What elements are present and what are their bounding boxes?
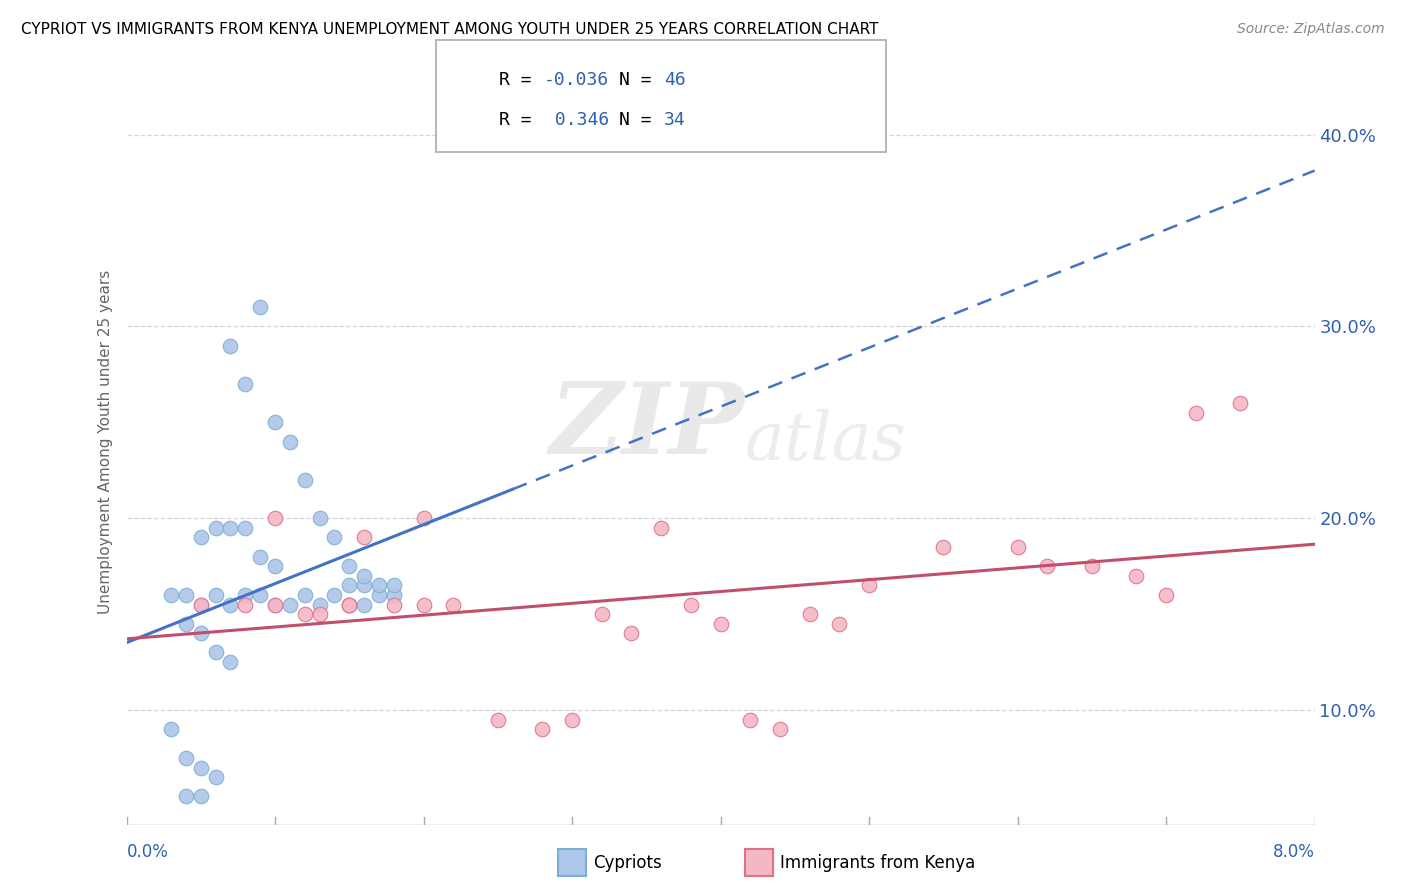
Point	[264, 416, 287, 430]
Point	[323, 588, 346, 602]
Point	[294, 607, 316, 622]
Point	[219, 338, 242, 352]
Text: ZIP: ZIP	[550, 378, 744, 475]
Point	[710, 616, 733, 631]
Point	[591, 607, 613, 622]
Point	[278, 434, 301, 449]
Point	[337, 598, 360, 612]
Point	[264, 511, 287, 525]
Point	[679, 598, 702, 612]
Point	[204, 588, 226, 602]
Y-axis label: Unemployment Among Youth under 25 years: Unemployment Among Youth under 25 years	[98, 269, 114, 614]
Point	[828, 616, 851, 631]
Point	[531, 723, 554, 737]
Point	[294, 473, 316, 487]
Point	[233, 598, 257, 612]
Text: atlas: atlas	[744, 409, 905, 475]
Point	[337, 559, 360, 574]
Point	[219, 521, 242, 535]
Point	[204, 521, 226, 535]
Text: -0.036: -0.036	[544, 71, 609, 89]
Point	[190, 530, 212, 544]
Point	[190, 789, 212, 804]
Text: 8.0%: 8.0%	[1272, 843, 1315, 861]
Point	[233, 376, 257, 391]
Point	[278, 598, 301, 612]
Point	[174, 616, 197, 631]
Text: N =: N =	[619, 112, 662, 129]
Point	[1229, 396, 1251, 410]
Point	[264, 598, 287, 612]
Text: Immigrants from Kenya: Immigrants from Kenya	[780, 854, 976, 871]
Point	[190, 598, 212, 612]
Point	[337, 578, 360, 592]
Point	[308, 511, 330, 525]
Point	[382, 578, 405, 592]
Text: Source: ZipAtlas.com: Source: ZipAtlas.com	[1237, 22, 1385, 37]
Point	[382, 598, 405, 612]
Point	[353, 569, 375, 583]
Point	[219, 655, 242, 669]
Point	[382, 588, 405, 602]
Text: N =: N =	[619, 71, 662, 89]
Text: R =: R =	[499, 71, 543, 89]
Point	[233, 521, 257, 535]
Point	[190, 626, 212, 640]
Point	[337, 598, 360, 612]
Point	[412, 598, 434, 612]
Text: CYPRIOT VS IMMIGRANTS FROM KENYA UNEMPLOYMENT AMONG YOUTH UNDER 25 YEARS CORRELA: CYPRIOT VS IMMIGRANTS FROM KENYA UNEMPLO…	[21, 22, 879, 37]
Point	[174, 588, 197, 602]
Point	[650, 521, 672, 535]
Point	[204, 646, 226, 660]
Point	[294, 588, 316, 602]
Point	[368, 578, 391, 592]
Point	[190, 760, 212, 774]
Point	[858, 578, 880, 592]
Point	[174, 751, 197, 765]
Text: 34: 34	[664, 112, 685, 129]
Point	[264, 559, 287, 574]
Point	[190, 598, 212, 612]
Point	[561, 713, 583, 727]
Point	[233, 588, 257, 602]
Point	[249, 588, 271, 602]
Point	[799, 607, 821, 622]
Point	[486, 713, 509, 727]
Point	[160, 588, 183, 602]
Point	[769, 723, 792, 737]
Point	[1154, 588, 1177, 602]
Point	[249, 549, 271, 564]
Point	[1007, 540, 1029, 554]
Text: 0.0%: 0.0%	[127, 843, 169, 861]
Point	[368, 588, 391, 602]
Point	[353, 578, 375, 592]
Point	[441, 598, 464, 612]
Point	[308, 607, 330, 622]
Point	[264, 598, 287, 612]
Point	[412, 511, 434, 525]
Point	[308, 598, 330, 612]
Point	[932, 540, 955, 554]
Point	[337, 598, 360, 612]
Point	[620, 626, 643, 640]
Point	[160, 723, 183, 737]
Point	[740, 713, 762, 727]
Text: 46: 46	[664, 71, 685, 89]
Point	[1036, 559, 1059, 574]
Text: 0.346: 0.346	[544, 112, 609, 129]
Text: Cypriots: Cypriots	[593, 854, 662, 871]
Point	[249, 300, 271, 315]
Text: R =: R =	[499, 112, 543, 129]
Point	[323, 530, 346, 544]
Point	[1125, 569, 1147, 583]
Point	[1081, 559, 1104, 574]
Point	[353, 598, 375, 612]
Point	[353, 530, 375, 544]
Point	[204, 770, 226, 784]
Point	[219, 598, 242, 612]
Point	[1185, 406, 1208, 420]
Point	[174, 789, 197, 804]
